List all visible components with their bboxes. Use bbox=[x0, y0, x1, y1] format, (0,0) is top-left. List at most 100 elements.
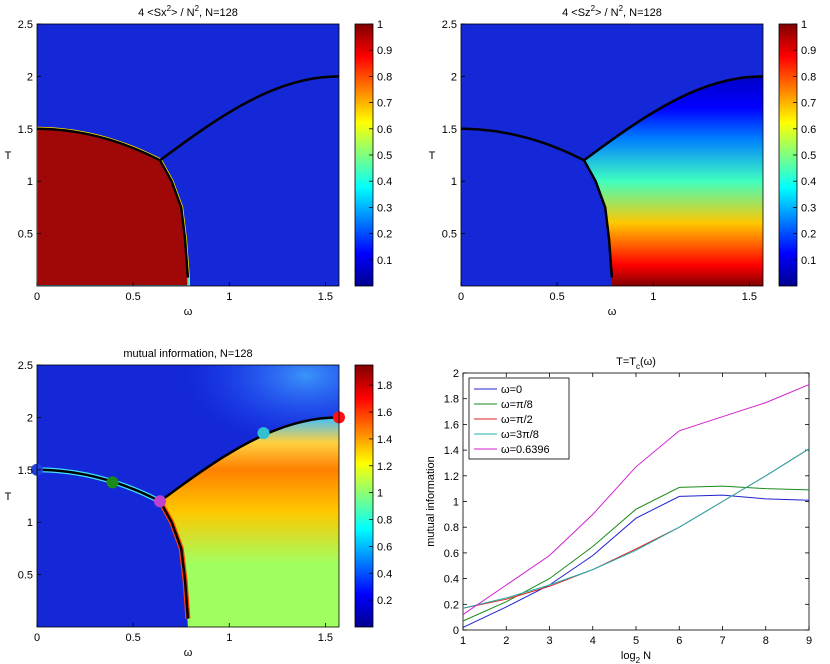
x-tick-label: 1 bbox=[650, 291, 656, 303]
x-tick-label: 0 bbox=[34, 291, 40, 303]
marker-point bbox=[257, 427, 270, 440]
x-tick-label: 1.5 bbox=[318, 291, 333, 303]
colorbar-tick-label: 1 bbox=[801, 19, 807, 31]
series-line bbox=[462, 494, 810, 628]
x-tick-label: 8 bbox=[763, 635, 769, 647]
y-tick-label: 0.2 bbox=[444, 599, 459, 611]
panel-title: mutual information, N=128 bbox=[123, 348, 252, 360]
y-tick-label: 2 bbox=[451, 71, 457, 83]
x-tick-label: 5 bbox=[633, 635, 639, 647]
y-axis-label: T bbox=[429, 150, 436, 162]
phase-boundary-upper bbox=[159, 416, 339, 503]
colorbar-tick-label: 0.8 bbox=[377, 71, 392, 83]
x-tick-label: 4 bbox=[590, 635, 596, 647]
y-tick-label: 0.5 bbox=[442, 229, 457, 241]
y-tick-label: 1 bbox=[451, 176, 457, 188]
panel-title: T=Tc(ω) bbox=[616, 356, 656, 371]
y-tick-label: 0.5 bbox=[18, 229, 33, 241]
colorbar-tick-label: 0.2 bbox=[801, 229, 816, 241]
heatmap-area bbox=[461, 24, 763, 286]
colorbar-tick-label: 1.4 bbox=[377, 434, 392, 446]
colorbar-tick-label: 0.1 bbox=[377, 255, 392, 267]
x-tick-label: 0 bbox=[458, 291, 464, 303]
y-tick-label: 1 bbox=[453, 497, 459, 509]
y-tick-label: 1.6 bbox=[444, 419, 459, 431]
phase-boundary-vertical bbox=[158, 159, 190, 278]
heatmap-area bbox=[37, 24, 339, 286]
x-axis-label: ω bbox=[184, 306, 193, 318]
x-tick-label: 0.5 bbox=[125, 632, 140, 644]
colorbar-tick-label: 0.1 bbox=[801, 255, 816, 267]
y-tick-label: 2.5 bbox=[18, 360, 33, 372]
y-tick-label: 0.6 bbox=[444, 548, 459, 560]
colorbar-tick-label: 0.6 bbox=[801, 124, 816, 136]
legend: ω=0 ω=π/8 ω=π/2 ω=3π/8 ω=0.6396 bbox=[468, 377, 570, 460]
y-tick-label: 0.8 bbox=[444, 522, 459, 534]
colorbar-tick-label: 0.6 bbox=[377, 124, 392, 136]
x-tick-label: 9 bbox=[806, 635, 812, 647]
y-tick-label: 0.5 bbox=[18, 570, 33, 582]
heatmap-panel-2: 4 <Sz2> / N2, N=128 0 0.5 1 1.5 0.5 1 1.5 2 2.5 ω T… bbox=[429, 4, 817, 318]
colorbar-tick-label: 0.3 bbox=[801, 202, 816, 214]
y-tick-label: 0 bbox=[453, 625, 459, 637]
x-tick-label: 0.5 bbox=[125, 291, 140, 303]
colorbar-tick-label: 1 bbox=[377, 488, 383, 500]
panel-title: 4 <Sz2> / N2, N=128 bbox=[562, 4, 662, 19]
colorbar-tick-label: 0.3 bbox=[377, 202, 392, 214]
colorbar-tick-label: 0.7 bbox=[801, 98, 816, 110]
y-tick-label: 1.2 bbox=[444, 471, 459, 483]
x-axis-label: log2 N bbox=[621, 650, 651, 664]
colorbar: 0.1 0.2 0.3 0.4 0.5 0.6 0.7 0.8 0.9 1 bbox=[354, 19, 392, 287]
colorbar-tick-label: 0.7 bbox=[377, 98, 392, 110]
axes-frame bbox=[36, 364, 340, 628]
x-tick-label: 1 bbox=[226, 632, 232, 644]
colorbar-tick-label: 0.6 bbox=[377, 541, 392, 553]
colorbar-tick-label: 0.4 bbox=[377, 568, 392, 580]
legend-entry: ω=π/8 bbox=[501, 399, 533, 411]
marker-point bbox=[106, 476, 119, 489]
x-axis-label: ω bbox=[608, 306, 617, 318]
y-axis-label: mutual information bbox=[425, 456, 437, 547]
x-tick-label: 2 bbox=[503, 635, 509, 647]
colorbar-tick-label: 0.2 bbox=[377, 229, 392, 241]
y-tick-label: 2.5 bbox=[442, 19, 457, 31]
phase-boundary-upper bbox=[159, 75, 339, 162]
x-tick-label: 0 bbox=[34, 632, 40, 644]
colorbar-tick-label: 1.6 bbox=[377, 407, 392, 419]
heatmap-area bbox=[37, 365, 339, 627]
line-chart-panel: T=Tc(ω) 1 2 3 4 5 6 7 8 9 0 0.2 0.4 0.6 0.8 1 1.2 1.4 1.6 1… bbox=[425, 356, 812, 664]
legend-entry: ω=3π/8 bbox=[501, 429, 539, 441]
y-tick-label: 1.5 bbox=[18, 465, 33, 477]
panel-title: 4 <Sx2> / N2, N=128 bbox=[138, 4, 238, 19]
x-tick-label: 1 bbox=[460, 635, 466, 647]
x-tick-label: 1.5 bbox=[318, 632, 333, 644]
heatmap-panel-1: 4 <Sx2> / N2, N=128 0 0.5 1 1.5 0.5 1 1.5 2 2.5 ω T… bbox=[5, 4, 393, 318]
series-line bbox=[462, 448, 810, 609]
colorbar-tick-label: 0.8 bbox=[377, 515, 392, 527]
x-tick-label: 1 bbox=[226, 291, 232, 303]
colorbar-tick-label: 1 bbox=[377, 19, 383, 31]
y-tick-label: 1.5 bbox=[18, 124, 33, 136]
x-tick-label: 1.5 bbox=[742, 291, 757, 303]
colorbar-tick-label: 0.2 bbox=[377, 595, 392, 607]
colorbar-gradient bbox=[354, 364, 374, 628]
colorbar-tick-label: 0.5 bbox=[377, 150, 392, 162]
colorbar-tick-label: 0.4 bbox=[377, 176, 392, 188]
colorbar-tick-label: 1.8 bbox=[377, 380, 392, 392]
colorbar: 0.2 0.4 0.6 0.8 1 1.2 1.4 1.6 1.8 bbox=[354, 364, 392, 628]
x-axis-label: ω bbox=[184, 647, 193, 659]
phase-boundary-vertical bbox=[582, 159, 614, 278]
phase-boundary-vertical bbox=[158, 500, 190, 619]
legend-entry: ω=0.6396 bbox=[501, 444, 550, 456]
heatmap-panel-3: mutual information, N=128 0 0.5 1 1.5 0.5 1 1.5… bbox=[5, 348, 393, 659]
phase-boundary-line bbox=[461, 127, 585, 162]
y-tick-label: 1 bbox=[27, 517, 33, 529]
colorbar-tick-label: 1.2 bbox=[377, 461, 392, 473]
colorbar-tick-label: 0.9 bbox=[801, 45, 816, 57]
y-axis-label: T bbox=[5, 150, 12, 162]
y-tick-label: 2 bbox=[27, 412, 33, 424]
y-tick-label: 1.5 bbox=[442, 124, 457, 136]
colorbar: 0.1 0.2 0.3 0.4 0.5 0.6 0.7 0.8 0.9 1 bbox=[778, 19, 816, 287]
y-tick-label: 1 bbox=[27, 176, 33, 188]
